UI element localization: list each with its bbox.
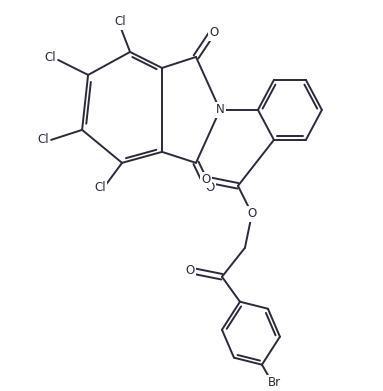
Text: O: O — [201, 173, 211, 187]
Text: O: O — [205, 181, 214, 194]
Text: Cl: Cl — [114, 16, 126, 29]
Text: N: N — [216, 103, 224, 117]
Text: O: O — [210, 27, 219, 39]
Text: Cl: Cl — [94, 181, 106, 194]
Text: Br: Br — [268, 376, 282, 389]
Text: O: O — [185, 264, 195, 277]
Text: Cl: Cl — [44, 52, 56, 65]
Text: O: O — [247, 207, 257, 220]
Text: Cl: Cl — [37, 133, 49, 146]
